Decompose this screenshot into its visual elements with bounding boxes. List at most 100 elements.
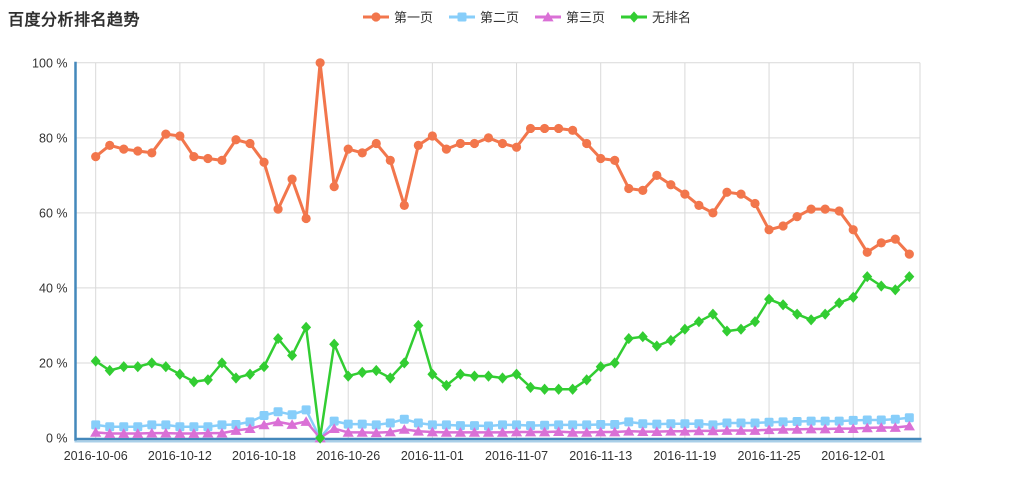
y-axis: 0 % 20 % 40 % 60 % 80 % 100 % [32,56,67,445]
diamond-data-point [90,355,101,367]
circle-data-point [722,187,732,197]
circle-data-point [343,144,353,154]
triangle-data-point [553,426,565,437]
triangle-data-point [258,419,270,430]
square-data-point [105,422,115,432]
square-data-point [638,419,648,429]
diamond-data-point [707,308,718,320]
diamond-data-point [820,308,831,320]
diamond-data-point [721,325,732,337]
legend-item-page3[interactable]: 第三页 [535,7,605,26]
x-axis-label: 2016-11-07 [485,449,548,463]
square-data-point [848,415,858,425]
circle-data-point [680,189,690,199]
triangle-data-point [146,427,158,438]
triangle-data-point [244,423,256,434]
square-data-point [666,419,676,429]
circle-data-point [483,133,494,143]
circle-data-point [105,140,115,150]
legend-item-page2[interactable]: 第二页 [449,7,519,26]
triangle-data-point [735,425,747,435]
y-axis-label: 80 % [39,131,68,145]
diamond-data-point [834,297,845,309]
diamond-data-point [904,271,915,283]
circle-data-point [497,138,508,149]
triangle-data-point [272,416,284,427]
legend: 第一页 第二页 第三页 无排名 [363,7,691,26]
x-axis-label: 2016-11-25 [738,449,801,463]
square-data-point [624,417,634,427]
triangle-data-point [581,427,593,437]
diamond-data-point [862,271,873,283]
diamond-data-point [357,366,368,378]
diamond-data-point [259,361,270,373]
square-data-point [343,419,353,429]
triangle-data-point [132,428,144,438]
diamond-data-point [174,368,185,380]
diamond-data-point [609,357,620,369]
x-axis-label: 2016-10-06 [64,449,128,463]
diamond-data-point [792,308,803,320]
y-axis-label: 60 % [39,206,68,220]
triangle-data-point [342,427,354,437]
square-legend-marker-icon [449,12,476,21]
diamond-data-point [188,376,199,388]
triangle-data-point [356,427,368,437]
legend-label: 第三页 [566,10,606,25]
square-data-point [287,410,297,420]
circle-data-point [315,58,325,68]
triangle-data-point [819,423,831,434]
circle-data-point [203,153,213,164]
circle-data-point [876,238,886,248]
square-data-point [91,420,101,430]
square-data-point [582,420,592,430]
triangle-data-point [623,426,635,436]
x-axis-label: 2016-11-01 [401,449,464,463]
diamond-data-point [301,321,312,333]
diamond-data-point [651,340,662,352]
diamond-data-point [315,432,326,444]
diamond-data-point [637,331,648,343]
square-data-point [189,422,199,432]
circle-data-point [890,234,900,244]
square-data-point [147,420,157,430]
diamond-data-point [385,372,396,384]
x-axis-label: 2016-10-18 [232,449,296,463]
diamond-data-point [511,368,522,380]
circle-data-point [441,144,451,154]
diamond-data-point [679,323,690,335]
diamond-legend-marker-icon [621,10,648,23]
x-axis-label: 2016-11-13 [569,449,632,463]
diamond-data-point [146,357,157,369]
x-axis: 2016-10-06 2016-10-12 2016-10-18 2016-10-26… [64,449,886,463]
diamond-data-point [230,372,241,384]
circle-data-point [568,125,578,135]
circle-data-point [708,208,718,218]
circle-data-point [694,200,704,210]
diamond-data-point [778,299,789,311]
diamond-data-point [665,334,676,347]
circle-data-point [455,138,466,149]
circle-data-point [469,138,480,149]
diamond-data-point [455,368,466,380]
circle-data-point [806,204,816,214]
circle-data-point [175,131,185,141]
square-data-point [736,418,746,428]
square-data-point [792,416,802,426]
circle-data-point [862,247,872,257]
y-axis-label: 40 % [39,281,68,295]
diamond-data-point [750,316,761,328]
diamond-icon [629,10,640,23]
diamond-data-point [118,361,129,373]
triangle-legend-marker-icon [535,11,562,21]
square-data-point [820,416,830,426]
triangle-data-point [482,427,495,437]
triangle-data-point [468,427,481,437]
legend-item-no-rank[interactable]: 无排名 [621,7,691,26]
legend-item-page1[interactable]: 第一页 [363,7,433,26]
diamond-data-point [876,280,887,292]
triangle-data-point [230,425,242,435]
triangle-data-point [763,424,775,435]
triangle-data-point [721,425,733,435]
triangle-data-point [524,426,537,437]
